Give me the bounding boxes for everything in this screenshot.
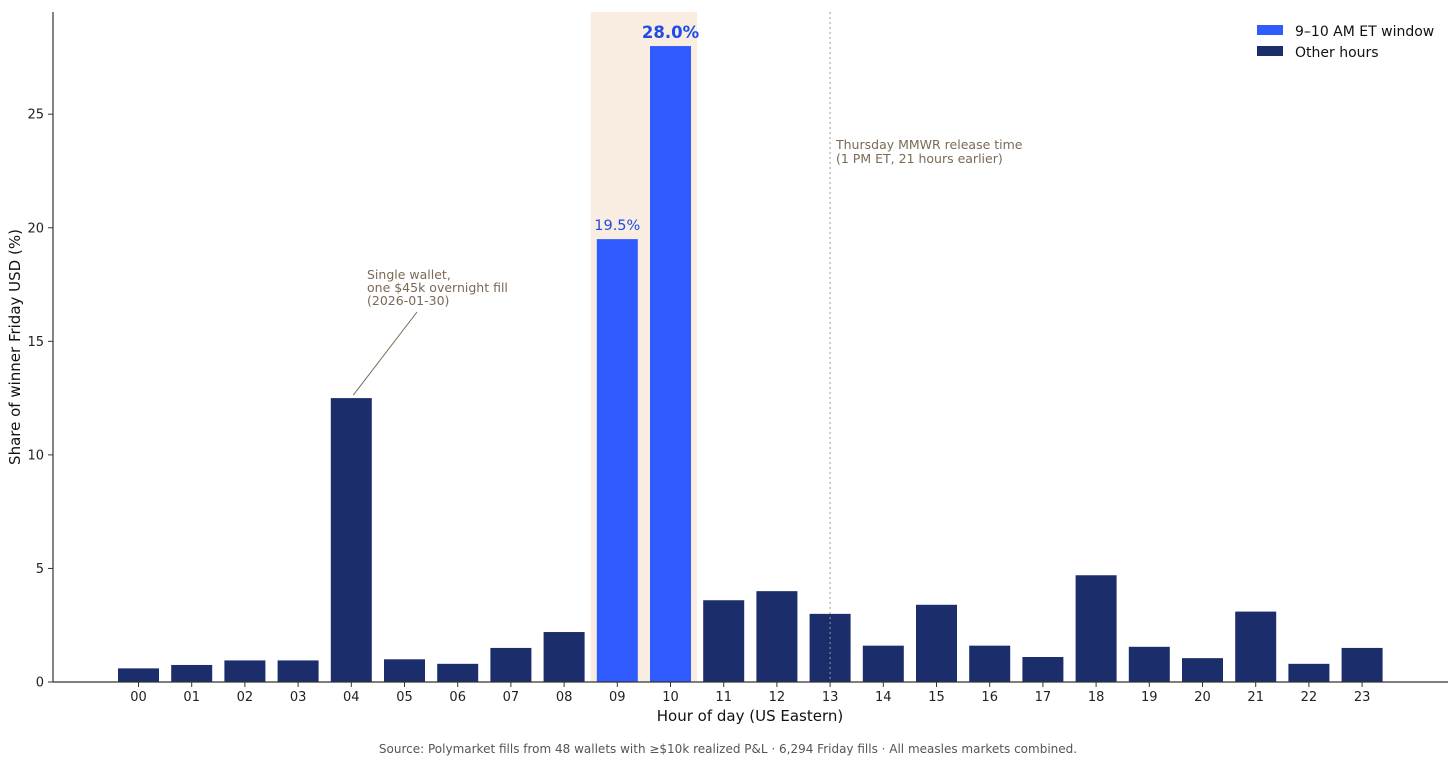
x-tick-label-08: 08 (556, 690, 573, 705)
x-tick-label-03: 03 (290, 690, 307, 705)
bar-23 (1341, 647, 1383, 682)
x-tick-label-11: 11 (715, 690, 732, 705)
x-tick-label-02: 02 (237, 690, 254, 705)
bar-19 (1128, 646, 1170, 682)
bar-00 (118, 668, 159, 682)
data-label-10: 28.0% (642, 23, 700, 42)
mmwr-annotation-line-1: Thursday MMWR release time (835, 137, 1023, 152)
y-axis-title: Share of winner Friday USD (%) (6, 229, 24, 465)
x-tick-label-00: 00 (130, 690, 147, 705)
legend-swatch-other (1257, 46, 1283, 56)
bar-11 (703, 600, 745, 682)
legend-label-highlight: 9–10 AM ET window (1295, 24, 1434, 40)
annotation-line-2: one $45k overnight fill (367, 280, 508, 295)
y-tick-label-5: 5 (36, 562, 44, 577)
bar-07 (490, 647, 532, 682)
bar-12 (756, 591, 798, 682)
annotation-line-1: Single wallet, (367, 267, 451, 282)
legend: 9–10 AM ET window Other hours (1257, 24, 1434, 61)
x-tick-label-06: 06 (449, 690, 466, 705)
x-tick-label-10: 10 (662, 690, 679, 705)
bar-22 (1288, 663, 1330, 682)
bar-21 (1235, 611, 1277, 682)
bar-14 (862, 645, 904, 682)
bar-09 (596, 239, 638, 682)
mmwr-annotation: Thursday MMWR release time (1 PM ET, 21 … (829, 12, 1023, 682)
axes-group: 00 01 02 03 04 05 06 07 08 09 10 11 12 13 14 15 16 17 18 19… (27, 12, 1448, 705)
annotation-line-3: (2026-01-30) (367, 293, 449, 308)
mmwr-annotation-line-2: (1 PM ET, 21 hours earlier) (836, 151, 1003, 166)
x-tick-label-20: 20 (1194, 690, 1211, 705)
bar-18 (1075, 575, 1117, 682)
x-tick-label-05: 05 (396, 690, 413, 705)
data-labels-group: 19.5% 28.0% (594, 23, 699, 234)
x-tick-label-18: 18 (1088, 690, 1105, 705)
x-tick-label-17: 17 (1035, 690, 1052, 705)
y-tick-label-10: 10 (27, 448, 44, 463)
bar-06 (437, 663, 479, 682)
y-tick-label-25: 25 (27, 108, 44, 123)
x-tick-label-01: 01 (183, 690, 200, 705)
bar-20 (1182, 658, 1223, 682)
bar-08 (543, 632, 585, 682)
x-tick-label-23: 23 (1354, 690, 1371, 705)
x-tick-label-19: 19 (1141, 690, 1158, 705)
bar-10 (650, 46, 691, 682)
y-tick-label-20: 20 (27, 221, 44, 236)
x-tick-label-12: 12 (769, 690, 786, 705)
bar-16 (969, 645, 1011, 682)
x-tick-label-21: 21 (1247, 690, 1264, 705)
bar-02 (224, 660, 266, 682)
legend-swatch-highlight (1257, 25, 1283, 35)
x-tick-label-09: 09 (609, 690, 626, 705)
source-caption: Source: Polymarket fills from 48 wallets… (379, 742, 1077, 756)
data-label-09: 19.5% (594, 218, 640, 234)
bar-05 (384, 659, 425, 682)
single-wallet-annotation: Single wallet, one $45k overnight fill (… (352, 267, 508, 396)
bar-04 (330, 398, 372, 682)
x-tick-label-16: 16 (981, 690, 998, 705)
x-tick-label-07: 07 (503, 690, 520, 705)
y-tick-label-15: 15 (27, 335, 44, 350)
x-tick-label-13: 13 (822, 690, 839, 705)
bar-15 (916, 604, 957, 682)
bars-group (118, 46, 1383, 682)
bar-01 (171, 664, 213, 682)
x-tick-label-14: 14 (875, 690, 892, 705)
x-tick-label-04: 04 (343, 690, 360, 705)
bar-17 (1022, 657, 1064, 682)
x-tick-label-22: 22 (1301, 690, 1318, 705)
x-axis-title: Hour of day (US Eastern) (657, 707, 843, 725)
annotation-pointer-line (352, 311, 418, 396)
legend-label-other: Other hours (1295, 45, 1379, 61)
bar-03 (277, 660, 319, 682)
y-tick-label-0: 0 (36, 676, 44, 691)
x-tick-label-15: 15 (928, 690, 945, 705)
